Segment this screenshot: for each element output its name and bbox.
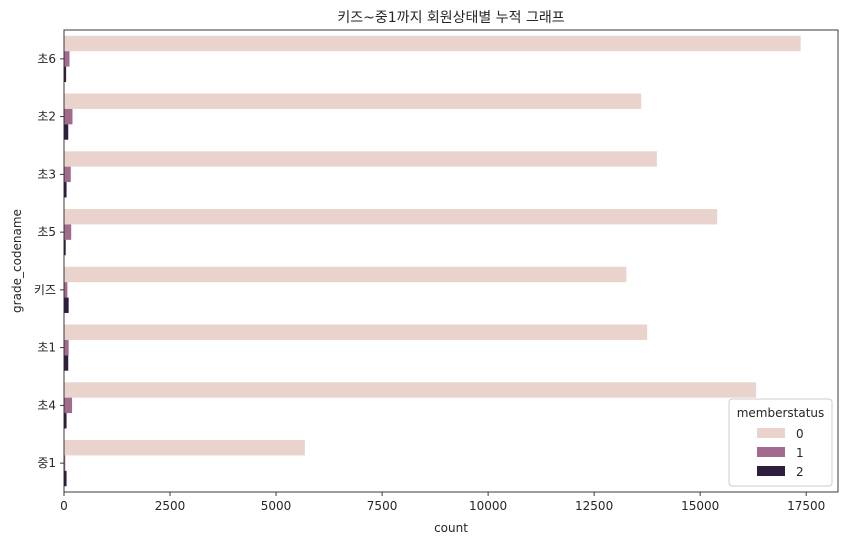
- bar-초6-status-0: [64, 35, 801, 52]
- bar-초1-status-2: [64, 355, 69, 371]
- y-tick-label: 초4: [37, 398, 56, 412]
- x-tick-label: 2500: [155, 499, 186, 513]
- x-tick-label: 17500: [787, 499, 825, 513]
- legend-swatch-0: [757, 428, 785, 438]
- x-tick-label: 12500: [575, 499, 613, 513]
- x-tick-label: 0: [60, 499, 68, 513]
- x-tick-label: 7500: [367, 499, 398, 513]
- bar-초5-status-2: [64, 239, 66, 256]
- bar-중1-status-2: [64, 470, 67, 487]
- bar-중1-status-0: [64, 440, 305, 456]
- bar-초6-status-1: [64, 51, 70, 67]
- bar-키즈-status-1: [64, 282, 68, 298]
- bar-초4-status-0: [64, 382, 757, 398]
- y-tick-label: 초2: [37, 110, 56, 124]
- y-tick-label: 중1: [37, 456, 56, 470]
- x-tick-label: 10000: [469, 499, 507, 513]
- bar-초2-status-0: [64, 93, 642, 109]
- legend-box: [728, 398, 833, 487]
- legend-title: memberstatus: [737, 406, 825, 420]
- legend: memberstatus 0 1 2: [728, 398, 833, 487]
- x-axis: 0 2500 5000 7500 10000 12500 15000 17500: [60, 492, 825, 513]
- plot-frame: [63, 29, 839, 493]
- legend-swatch-1: [757, 447, 785, 457]
- x-tick-label: 5000: [261, 499, 292, 513]
- y-tick-label: 키즈: [34, 283, 56, 297]
- bar-중1-status-1: [64, 455, 66, 471]
- y-tick-label: 초3: [37, 167, 56, 181]
- bar-초1-status-0: [64, 324, 648, 340]
- legend-label-1: 1: [796, 446, 804, 460]
- bar-초6-status-2: [64, 66, 67, 82]
- bar-초4-status-2: [64, 413, 67, 429]
- x-tick-label: 15000: [681, 499, 719, 513]
- x-axis-label: count: [434, 521, 468, 535]
- legend-label-0: 0: [796, 427, 804, 441]
- bar-초5-status-1: [64, 224, 72, 240]
- y-tick-label: 초1: [37, 341, 56, 355]
- y-tick-label: 초5: [37, 225, 56, 239]
- bars: [64, 35, 801, 487]
- legend-label-2: 2: [796, 465, 804, 479]
- bar-초2-status-1: [64, 108, 73, 125]
- bar-초5-status-0: [64, 209, 718, 225]
- bar-초4-status-1: [64, 397, 73, 414]
- chart-title: 키즈~중1까지 회원상태별 누적 그래프: [337, 10, 564, 26]
- bar-초1-status-1: [64, 339, 69, 356]
- bar-키즈-status-2: [64, 297, 69, 313]
- bar-초3-status-2: [64, 182, 67, 198]
- legend-swatch-2: [757, 466, 785, 476]
- bar-초2-status-2: [64, 124, 69, 140]
- bar-초3-status-0: [64, 151, 657, 167]
- y-tick-label: 초6: [37, 52, 56, 66]
- bar-초3-status-1: [64, 166, 71, 183]
- bar-키즈-status-0: [64, 266, 627, 283]
- y-axis-label: grade_codename: [10, 209, 24, 313]
